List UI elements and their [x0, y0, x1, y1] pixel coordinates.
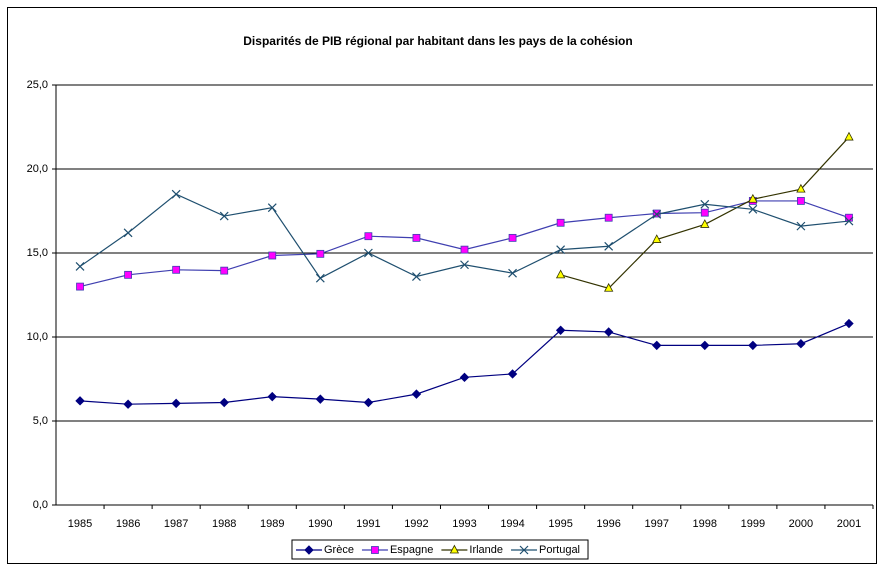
- marker: [845, 213, 853, 222]
- marker: [219, 397, 229, 408]
- x-tick-label: 2000: [789, 518, 813, 530]
- legend-label: Espagne: [390, 544, 433, 556]
- x-tick-label: 1992: [404, 518, 428, 530]
- x-tick-label: 1998: [693, 518, 717, 530]
- marker: [171, 398, 181, 409]
- marker: [700, 208, 709, 217]
- marker: [363, 397, 374, 408]
- marker: [123, 399, 133, 409]
- marker: [604, 241, 614, 251]
- y-tick-label: 20,0: [27, 163, 48, 175]
- marker: [844, 318, 854, 329]
- marker: [508, 233, 517, 242]
- marker: [748, 340, 758, 351]
- x-tick-label: 1989: [260, 518, 284, 530]
- legend-label: Grèce: [324, 544, 354, 556]
- marker: [219, 211, 229, 221]
- x-tick-label: 1985: [68, 518, 92, 530]
- marker: [556, 218, 565, 227]
- marker: [844, 216, 854, 226]
- legend-box: [291, 539, 589, 560]
- marker: [75, 262, 85, 271]
- x-tick-label: 1991: [356, 518, 380, 530]
- x-tick-label: 1988: [212, 518, 236, 530]
- marker: [364, 232, 373, 241]
- marker: [700, 340, 710, 351]
- marker: [700, 219, 710, 228]
- marker: [363, 248, 373, 258]
- legend-item: Irlande: [441, 544, 503, 556]
- marker: [267, 391, 277, 402]
- y-tick-label: 5,0: [33, 415, 48, 427]
- y-tick-label: 0,0: [33, 499, 48, 511]
- marker: [796, 183, 806, 193]
- marker: [796, 221, 806, 231]
- marker: [700, 199, 710, 209]
- marker: [556, 245, 566, 255]
- marker: [315, 394, 326, 404]
- chart-title: Disparités de PIB régional par habitant …: [243, 34, 632, 48]
- marker: [460, 245, 469, 254]
- legend-item: Grèce: [295, 544, 354, 556]
- x-tick-label: 2001: [837, 518, 861, 530]
- marker: [603, 327, 614, 337]
- marker: [652, 234, 662, 243]
- x-tick-label: 1999: [741, 518, 765, 530]
- marker: [604, 282, 614, 292]
- marker: [460, 260, 469, 270]
- marker: [796, 339, 806, 349]
- marker: [75, 396, 85, 406]
- marker: [220, 266, 229, 275]
- legend-label: Portugal: [539, 544, 580, 556]
- marker: [555, 269, 566, 279]
- y-tick-label: 10,0: [27, 331, 48, 343]
- x-tick-label: 1996: [596, 518, 620, 530]
- legend-item: Portugal: [511, 544, 580, 556]
- y-tick-label: 15,0: [27, 247, 48, 259]
- marker: [315, 273, 325, 283]
- marker: [748, 193, 758, 203]
- marker: [268, 251, 277, 260]
- legend-item: Espagne: [361, 544, 433, 556]
- marker: [316, 249, 325, 258]
- marker: [604, 213, 613, 222]
- x-tick-label: 1987: [164, 518, 188, 530]
- marker: [304, 545, 314, 555]
- marker: [172, 265, 181, 274]
- marker: [748, 204, 758, 214]
- marker: [412, 272, 421, 281]
- marker: [844, 131, 854, 141]
- x-tick-label: 1986: [116, 518, 140, 530]
- marker: [412, 233, 421, 242]
- marker: [459, 372, 470, 383]
- marker: [797, 197, 805, 205]
- marker: [123, 228, 133, 238]
- chart-border: [7, 7, 877, 564]
- marker: [449, 544, 460, 554]
- marker: [652, 340, 662, 351]
- y-tick-label: 25,0: [27, 79, 48, 91]
- legend: Grèce Espagne Irlande Portugal: [291, 539, 589, 560]
- x-tick-label: 1993: [452, 518, 476, 530]
- x-tick-label: 1994: [500, 518, 524, 530]
- marker: [652, 209, 662, 219]
- marker: [555, 325, 566, 335]
- marker: [508, 268, 517, 278]
- marker: [267, 203, 277, 213]
- marker: [76, 282, 84, 291]
- x-tick-label: 1995: [548, 518, 572, 530]
- marker: [519, 545, 529, 555]
- legend-label: Irlande: [469, 544, 503, 556]
- marker: [371, 546, 379, 554]
- marker: [507, 369, 518, 379]
- marker: [171, 189, 181, 199]
- marker: [411, 389, 422, 399]
- marker: [124, 270, 132, 279]
- x-tick-label: 1997: [644, 518, 668, 530]
- x-tick-label: 1990: [308, 518, 332, 530]
